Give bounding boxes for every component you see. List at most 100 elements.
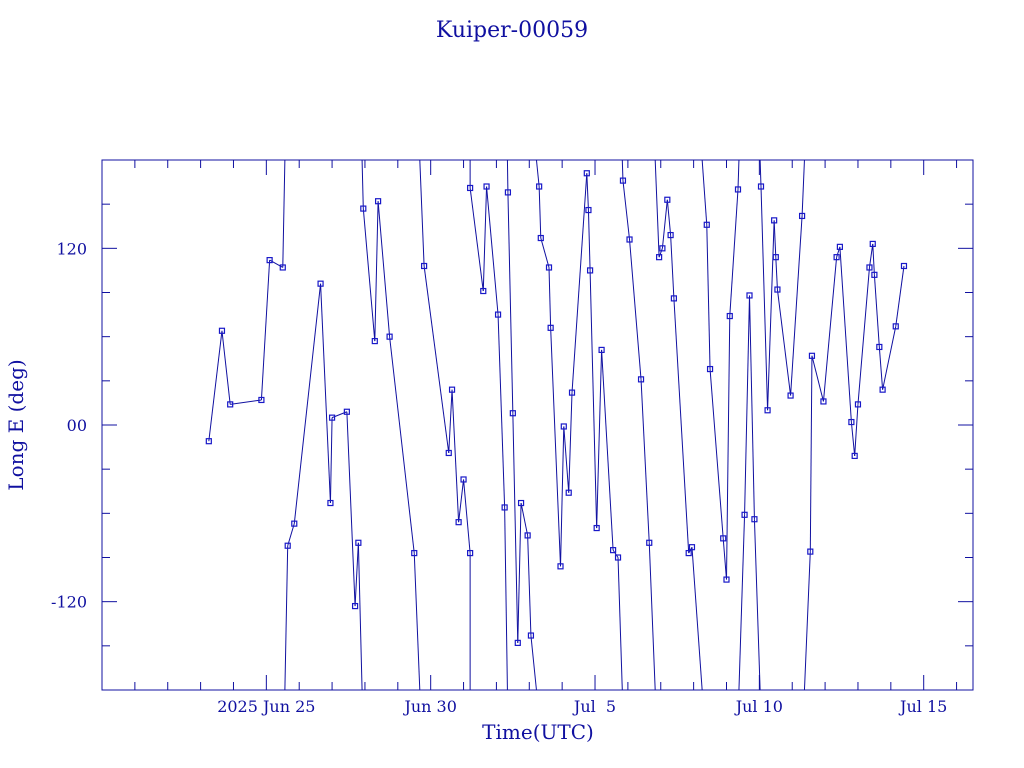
series-segment [836,246,841,258]
data-point [460,476,467,483]
series-segment [362,208,376,342]
series-segment [801,160,805,216]
series-segment [389,336,415,554]
data-point [448,386,456,393]
series-segment [560,426,565,567]
data-point [720,535,727,542]
series-segment [670,235,675,299]
x-tick-label: Jul 15 [898,697,947,716]
data-point [688,544,696,551]
data-point [706,365,714,373]
series-segment [773,220,777,258]
series-segment [540,237,550,268]
series-segment [661,199,668,249]
data-point [445,449,452,457]
data-point [266,257,273,264]
series-segment [423,265,450,454]
data-point [467,549,474,557]
series-segment [361,160,364,209]
data-point [848,418,855,426]
data-point [536,183,543,190]
data-point [480,287,487,295]
x-tick-label: Jun 30 [402,697,456,716]
series-segment [208,330,223,442]
series-segment [760,186,769,411]
series-segment [738,514,746,690]
series-segment [448,389,453,453]
series-segment [621,160,624,181]
chart-title: Kuiper-00059 [436,18,588,43]
data-point [751,516,758,523]
series-segment [648,542,656,690]
data-point [374,198,382,205]
series-segment [882,326,897,390]
data-point [371,337,378,345]
data-point [726,312,733,320]
data-point [774,286,781,293]
series-segment [535,160,540,187]
series-segment [512,413,519,643]
data-point [545,264,553,271]
x-tick-label: Jul 10 [734,697,783,716]
data-point [772,254,779,261]
series-segment [640,379,650,543]
data-point [771,217,778,224]
data-point [351,602,359,610]
data-point [787,392,794,399]
series-segment [850,422,856,456]
series-segment [517,503,522,643]
data-point [746,292,753,299]
series-segment [701,160,708,225]
series-segment [260,260,271,401]
data-point [820,398,827,405]
x-axis-label: Time(UTC) [482,720,594,744]
series-segment [854,404,859,456]
data-point [218,327,226,334]
data-point [892,323,899,330]
series-segment [839,246,852,423]
data-point [501,504,508,511]
series-segment [550,327,562,567]
data-point [619,177,627,184]
series-segment [230,399,262,405]
series-segment [822,257,838,402]
series-segment [587,210,591,271]
series-segment [538,186,542,239]
data-point [866,264,873,271]
series-segment [811,355,824,402]
series-segment [346,411,356,607]
data-point [557,563,564,570]
series-segment [463,479,471,554]
data-point [504,189,512,196]
series-segment [221,330,231,405]
data-point [869,240,876,248]
data-point [833,254,840,261]
series-segment [530,635,537,690]
series-segment [586,173,589,211]
series-segment [329,417,333,504]
data-point [670,295,678,302]
series-group [208,160,905,690]
data-point [586,267,594,274]
data-point [609,547,617,554]
series-segment [706,224,711,370]
data-point [467,184,474,192]
data-point [509,410,516,417]
data-point [871,271,878,278]
data-point [798,212,806,220]
series-segment [868,243,874,268]
series-segment [486,186,499,315]
data-point [279,264,286,271]
series-segment [878,346,884,390]
data-point [757,183,765,190]
data-point [667,231,674,239]
series-segment [458,479,465,523]
data-point [659,245,666,252]
data-point [851,452,858,460]
data-point [524,532,531,539]
data-point [876,343,883,351]
series-segment [654,160,660,258]
series-segment [589,270,598,529]
series-segment [497,314,506,508]
data-point [664,196,671,203]
